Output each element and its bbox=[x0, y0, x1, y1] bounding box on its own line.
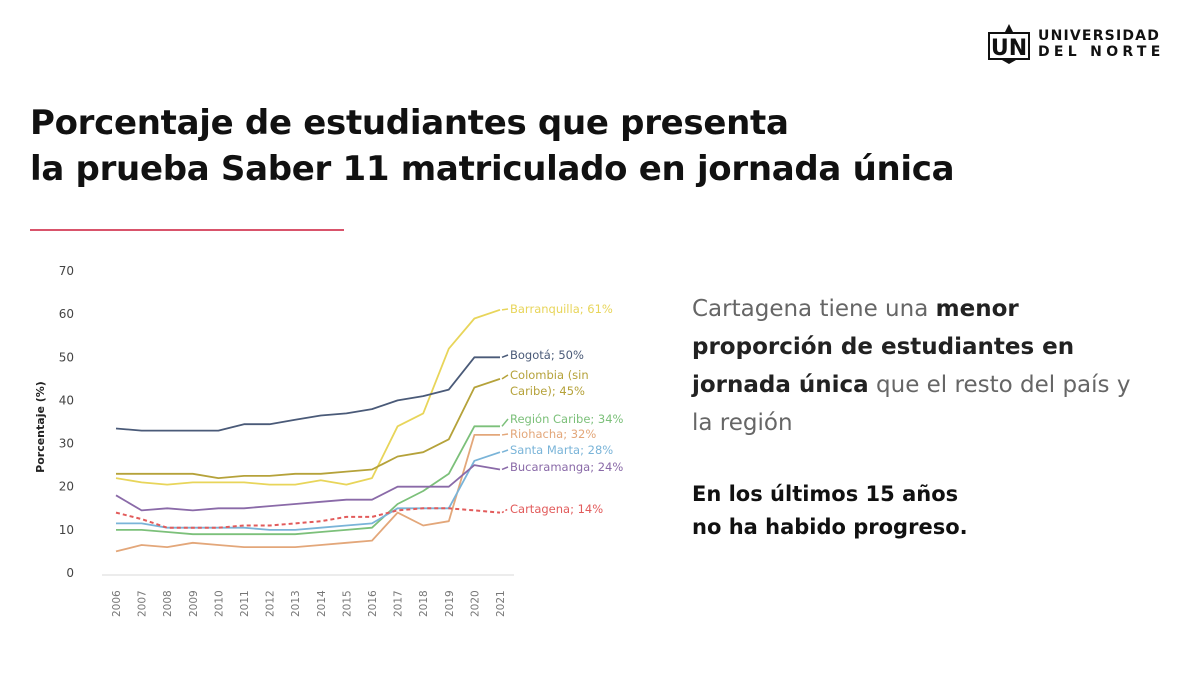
series-line-cartagena bbox=[115, 507, 501, 529]
logo-line1: UNIVERSIDAD bbox=[1038, 28, 1161, 44]
series-label-connector bbox=[501, 433, 509, 436]
x-tick-label: 2017 bbox=[393, 590, 405, 617]
series-label: Bogotá; 50% bbox=[510, 348, 584, 362]
y-tick-label: 20 bbox=[59, 480, 74, 494]
insight-paragraph: Cartagena tiene una menor proporción de … bbox=[692, 290, 1132, 442]
insight-text: Cartagena tiene una menor proporción de … bbox=[692, 290, 1132, 544]
title-divider bbox=[30, 229, 344, 231]
x-tick-label: 2012 bbox=[265, 590, 277, 617]
x-tick-label: 2020 bbox=[469, 590, 481, 617]
x-tick-label: 2021 bbox=[495, 590, 507, 617]
series-label: Cartagena; 14% bbox=[510, 502, 603, 516]
x-tick-label: 2010 bbox=[213, 590, 225, 617]
conclusion-line2: no ha habido progreso. bbox=[692, 515, 968, 539]
insight-normal-1: Cartagena tiene una bbox=[692, 296, 936, 322]
conclusion-line1: En los últimos 15 años bbox=[692, 482, 959, 506]
x-axis-ticks: 2006 2007 2008 2009 2010 2011 2012 2013 2014 2015… bbox=[111, 590, 507, 617]
series-label: Bucaramanga; 24% bbox=[510, 460, 623, 474]
x-tick-label: 2009 bbox=[188, 590, 200, 617]
x-tick-label: 2019 bbox=[444, 590, 456, 617]
y-tick-label: 50 bbox=[59, 350, 74, 364]
series-label-connector bbox=[501, 354, 509, 358]
y-tick-label: 30 bbox=[59, 437, 74, 451]
y-axis-label: Porcentaje (%) bbox=[34, 381, 47, 473]
series-label-connector bbox=[501, 418, 509, 427]
title-line2: la prueba Saber 11 matriculado en jornad… bbox=[30, 149, 955, 189]
y-axis-ticks: 0 10 20 30 40 50 60 70 bbox=[59, 264, 74, 580]
x-tick-label: 2008 bbox=[162, 590, 174, 617]
series-label-connector bbox=[501, 449, 509, 453]
un-logo-mark: UN bbox=[988, 24, 1030, 64]
insight-bold: menor proporción de estudiantes en jorna… bbox=[692, 296, 1075, 398]
x-tick-label: 2018 bbox=[418, 590, 430, 617]
series-label-connector bbox=[501, 308, 509, 311]
series-line-barranquilla bbox=[115, 308, 501, 486]
x-tick-label: 2007 bbox=[137, 590, 149, 617]
logo-line2: DEL NORTE bbox=[1038, 44, 1165, 60]
x-tick-label: 2016 bbox=[367, 590, 379, 617]
series-line-regi-n-caribe bbox=[116, 425, 500, 536]
insight-conclusion: En los últimos 15 años no ha habido prog… bbox=[692, 478, 1132, 544]
y-tick-label: 60 bbox=[59, 307, 74, 321]
series-line-bogot- bbox=[115, 356, 500, 432]
series-label-connector bbox=[501, 374, 509, 380]
x-tick-label: 2015 bbox=[341, 590, 353, 617]
y-tick-label: 40 bbox=[59, 393, 74, 407]
series-label: Colombia (sin bbox=[510, 368, 589, 382]
x-tick-label: 2013 bbox=[290, 590, 302, 617]
series-label-connector bbox=[501, 466, 509, 471]
series-line-colombia-sin-caribe- bbox=[116, 378, 501, 480]
x-tick-label: 2006 bbox=[111, 590, 123, 617]
series-lines bbox=[115, 308, 501, 553]
series-line-riohacha bbox=[115, 433, 500, 553]
series-line-bucaramanga bbox=[115, 464, 501, 512]
y-tick-label: 10 bbox=[59, 523, 74, 537]
x-tick-label: 2011 bbox=[239, 590, 251, 617]
university-logo: UN UNIVERSIDAD DEL NORTE bbox=[986, 20, 1176, 68]
series-labels: Barranquilla; 61% Bogotá; 50% Colombia (si… bbox=[501, 302, 624, 516]
y-tick-label: 0 bbox=[66, 566, 74, 580]
series-label: Barranquilla; 61% bbox=[510, 302, 613, 316]
series-line-santa-marta bbox=[116, 451, 501, 531]
series-label-connector bbox=[501, 508, 509, 514]
x-tick-label: 2014 bbox=[316, 590, 328, 617]
page-title: Porcentaje de estudiantes que presenta l… bbox=[30, 100, 1130, 192]
series-label: Caribe); 45% bbox=[510, 384, 585, 398]
title-line1: Porcentaje de estudiantes que presenta bbox=[30, 103, 789, 143]
series-label: Riohacha; 32% bbox=[510, 427, 596, 441]
series-label: Santa Marta; 28% bbox=[510, 443, 613, 457]
y-tick-label: 70 bbox=[59, 264, 74, 278]
insight-normal-2: que el resto del país y la región bbox=[692, 372, 1131, 436]
series-label: Región Caribe; 34% bbox=[510, 412, 624, 426]
logo-initials: UN bbox=[991, 36, 1027, 61]
logo-name: UNIVERSIDAD DEL NORTE bbox=[1038, 28, 1165, 60]
